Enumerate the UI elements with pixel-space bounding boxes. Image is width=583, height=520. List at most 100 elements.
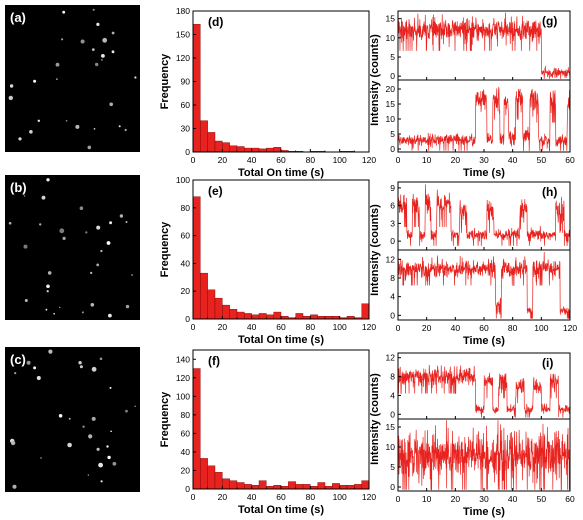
- fluorescent-spot: [24, 299, 28, 302]
- y-tick-label: 4: [390, 390, 395, 400]
- panel-label-e: (e): [208, 184, 223, 198]
- fluorescent-spot: [119, 214, 124, 218]
- bar-d-50: [266, 147, 274, 153]
- x-tick-label: 40: [451, 323, 461, 333]
- y-axis-label: Intensity (counts): [369, 204, 381, 296]
- fluorescent-spot: [109, 386, 112, 389]
- fluorescent-spot: [96, 225, 101, 230]
- fluorescent-spot: [48, 349, 53, 354]
- bar-d-10: [207, 132, 216, 153]
- fluorescent-spot: [100, 249, 103, 253]
- y-tick-label: 140: [176, 354, 190, 364]
- y-tick-label: 0: [390, 409, 395, 419]
- y-tick-label: 90: [181, 77, 191, 87]
- trace-h-sub2: 0 4 8 12: [386, 249, 571, 321]
- y-tick-label: 12: [386, 353, 396, 363]
- panel-label-b: (b): [10, 180, 27, 195]
- bar-e-15: [214, 297, 223, 320]
- fluorescent-spot: [14, 372, 17, 375]
- histogram-e: 0 20 40 60 80 100 120 0 20 40 60 80 100 Total On time…: [159, 175, 376, 346]
- x-tick-label: 120: [362, 322, 376, 332]
- y-tick-label: 8: [390, 372, 395, 382]
- fluorescent-spot: [37, 119, 40, 123]
- fluorescent-spot: [112, 461, 117, 466]
- fluorescent-spot: [95, 62, 99, 67]
- trace-g: 0 5 10 15 0 5 10 15 20 0 10 20 30 40 50 60 Time (s) Inten…: [369, 10, 575, 179]
- intensity-line: [397, 12, 571, 79]
- x-tick-label: 80: [306, 492, 316, 502]
- fluorescent-spot: [131, 274, 133, 276]
- y-tick-label: 5: [390, 52, 395, 62]
- fluorescent-spot: [88, 434, 93, 439]
- fluorescent-spot: [78, 361, 82, 365]
- x-tick-label: 120: [362, 155, 376, 165]
- bar-e-25: [229, 309, 238, 320]
- y-tick-label: 0: [185, 147, 190, 157]
- fluorescent-spot: [47, 271, 52, 275]
- x-tick-label: 60: [479, 323, 489, 333]
- y-tick-label: 100: [176, 391, 190, 401]
- fluorescent-spot: [9, 84, 14, 88]
- bar-f-45: [258, 480, 267, 490]
- y-tick-label: 12: [386, 254, 396, 264]
- fluorescent-spot: [125, 221, 128, 223]
- fluorescent-spot: [87, 145, 92, 150]
- bar-f-15: [214, 472, 223, 490]
- y-tick-label: 80: [181, 203, 191, 213]
- x-tick-label: 50: [537, 155, 547, 165]
- fluorescent-spot: [134, 76, 137, 79]
- x-tick-label: 40: [508, 155, 518, 165]
- y-tick-label: 0: [390, 482, 395, 492]
- fluorescent-spot: [41, 195, 46, 200]
- fluorescent-spot: [46, 178, 50, 182]
- intensity-line: [397, 420, 571, 491]
- y-tick-label: 5: [390, 129, 395, 139]
- y-tick-label: 10: [386, 114, 396, 124]
- x-tick-label: 50: [537, 494, 547, 504]
- bar-f-65: [288, 481, 296, 490]
- panel-label-h: (h): [542, 185, 557, 199]
- fluorescent-spot: [62, 10, 66, 14]
- fluorescent-spot: [53, 312, 55, 315]
- fluorescent-spot: [26, 360, 31, 365]
- x-tick-label: 40: [247, 322, 257, 332]
- bar-e-45: [258, 313, 267, 320]
- fluorescent-spot: [68, 417, 71, 420]
- fluorescent-spot: [91, 366, 97, 372]
- fluorescent-spot: [59, 228, 65, 234]
- y-axis-label: Intensity (counts): [369, 34, 381, 126]
- bar-f-55: [273, 485, 282, 490]
- x-tick-label: 60: [565, 155, 575, 165]
- fluorescent-spot: [102, 37, 108, 43]
- x-tick-label: 60: [565, 494, 575, 504]
- fluorescent-spot: [29, 130, 33, 134]
- bar-f-85: [317, 482, 326, 490]
- y-tick-label: 0: [390, 236, 395, 246]
- x-tick-label: 30: [479, 155, 489, 165]
- bar-d-35: [244, 147, 252, 153]
- bar-d-5: [200, 120, 208, 153]
- bar-d-15: [214, 140, 223, 153]
- fluorescent-spot: [87, 474, 90, 476]
- fluorescent-spot: [92, 8, 95, 11]
- fluorescent-spot: [90, 271, 93, 274]
- y-axis-label: Frequency: [159, 53, 171, 110]
- x-tick-label: 60: [276, 492, 286, 502]
- plot-frame: [192, 10, 370, 153]
- x-tick-label: 10: [422, 494, 432, 504]
- bar-e-5: [200, 272, 208, 320]
- y-tick-label: 10: [386, 33, 396, 43]
- micrograph-c-background: [5, 347, 140, 492]
- panel-label-f: (f): [208, 354, 220, 368]
- fluorescent-spot: [111, 50, 115, 54]
- histogram-d: 0 20 40 60 80 100 120 0 30 60 90 120 150 180 Total On …: [159, 6, 376, 179]
- bar-d-0: [192, 24, 201, 153]
- y-tick-label: 10: [386, 442, 396, 452]
- fluorescent-spot: [109, 102, 113, 107]
- fluorescent-spot: [12, 484, 17, 489]
- fluorescent-spot: [55, 62, 60, 67]
- x-tick-label: 0: [396, 323, 401, 333]
- bar-e-30: [236, 311, 245, 320]
- panel-label-c: (c): [10, 352, 26, 367]
